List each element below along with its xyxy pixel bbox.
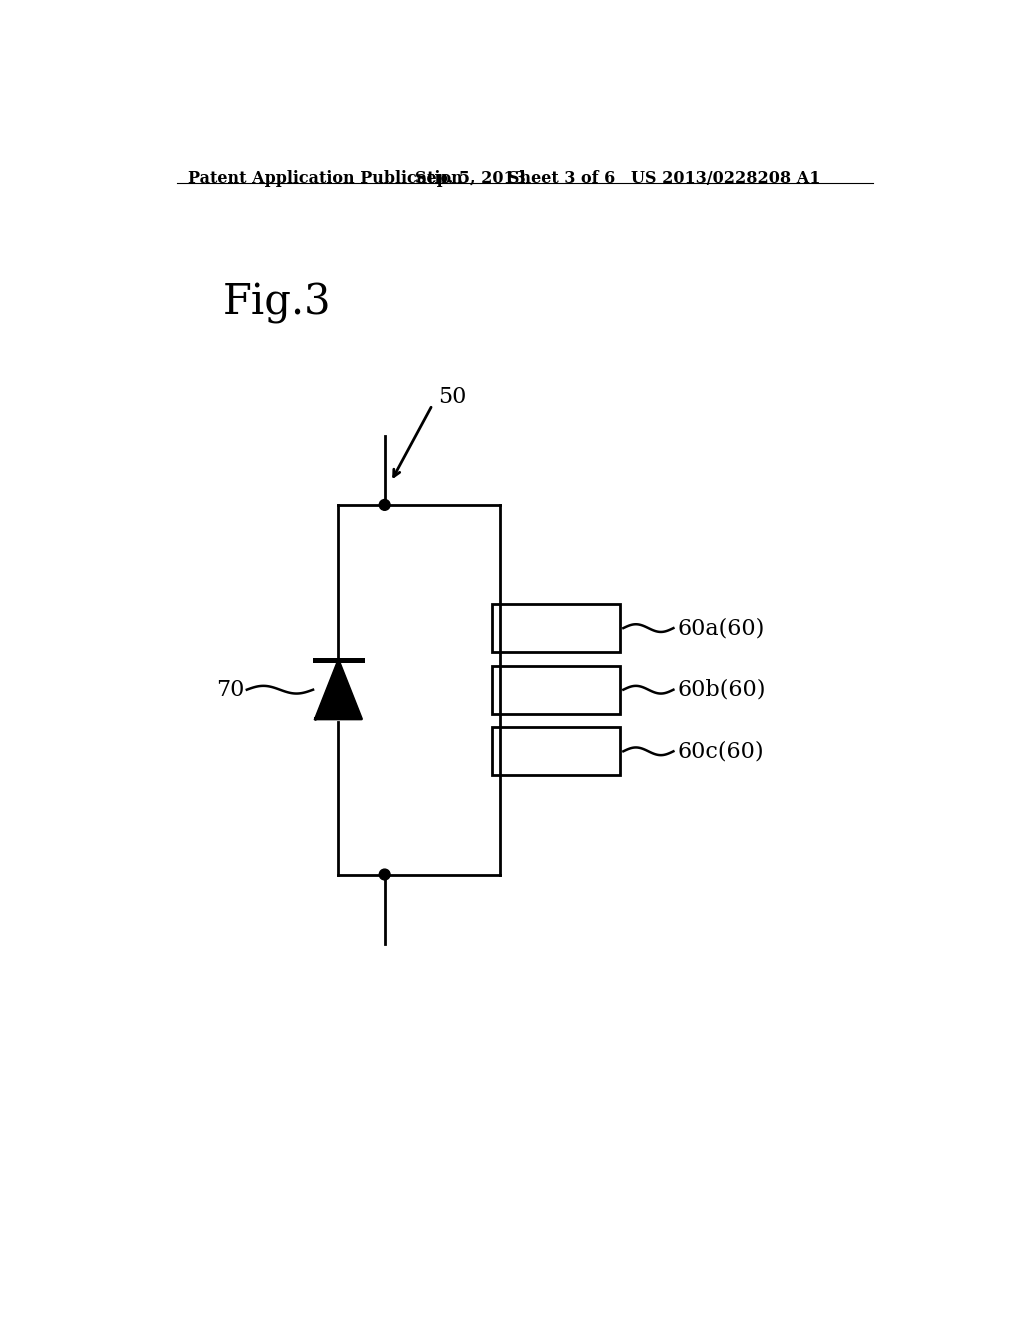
Bar bbox=[493, 727, 620, 775]
Polygon shape bbox=[315, 660, 361, 719]
Text: 60a(60): 60a(60) bbox=[677, 618, 765, 639]
Text: Patent Application Publication: Patent Application Publication bbox=[188, 170, 463, 187]
Text: Fig.3: Fig.3 bbox=[223, 281, 332, 323]
Bar bbox=[493, 605, 620, 652]
Bar bbox=[493, 665, 620, 714]
Text: 60b(60): 60b(60) bbox=[677, 678, 766, 701]
Text: 60c(60): 60c(60) bbox=[677, 741, 764, 763]
Text: Sep. 5, 2013: Sep. 5, 2013 bbox=[416, 170, 526, 187]
Circle shape bbox=[379, 499, 390, 511]
Circle shape bbox=[379, 869, 390, 880]
Text: Sheet 3 of 6: Sheet 3 of 6 bbox=[508, 170, 615, 187]
Text: US 2013/0228208 A1: US 2013/0228208 A1 bbox=[631, 170, 820, 187]
Text: 70: 70 bbox=[216, 678, 245, 701]
Text: 50: 50 bbox=[438, 387, 467, 408]
